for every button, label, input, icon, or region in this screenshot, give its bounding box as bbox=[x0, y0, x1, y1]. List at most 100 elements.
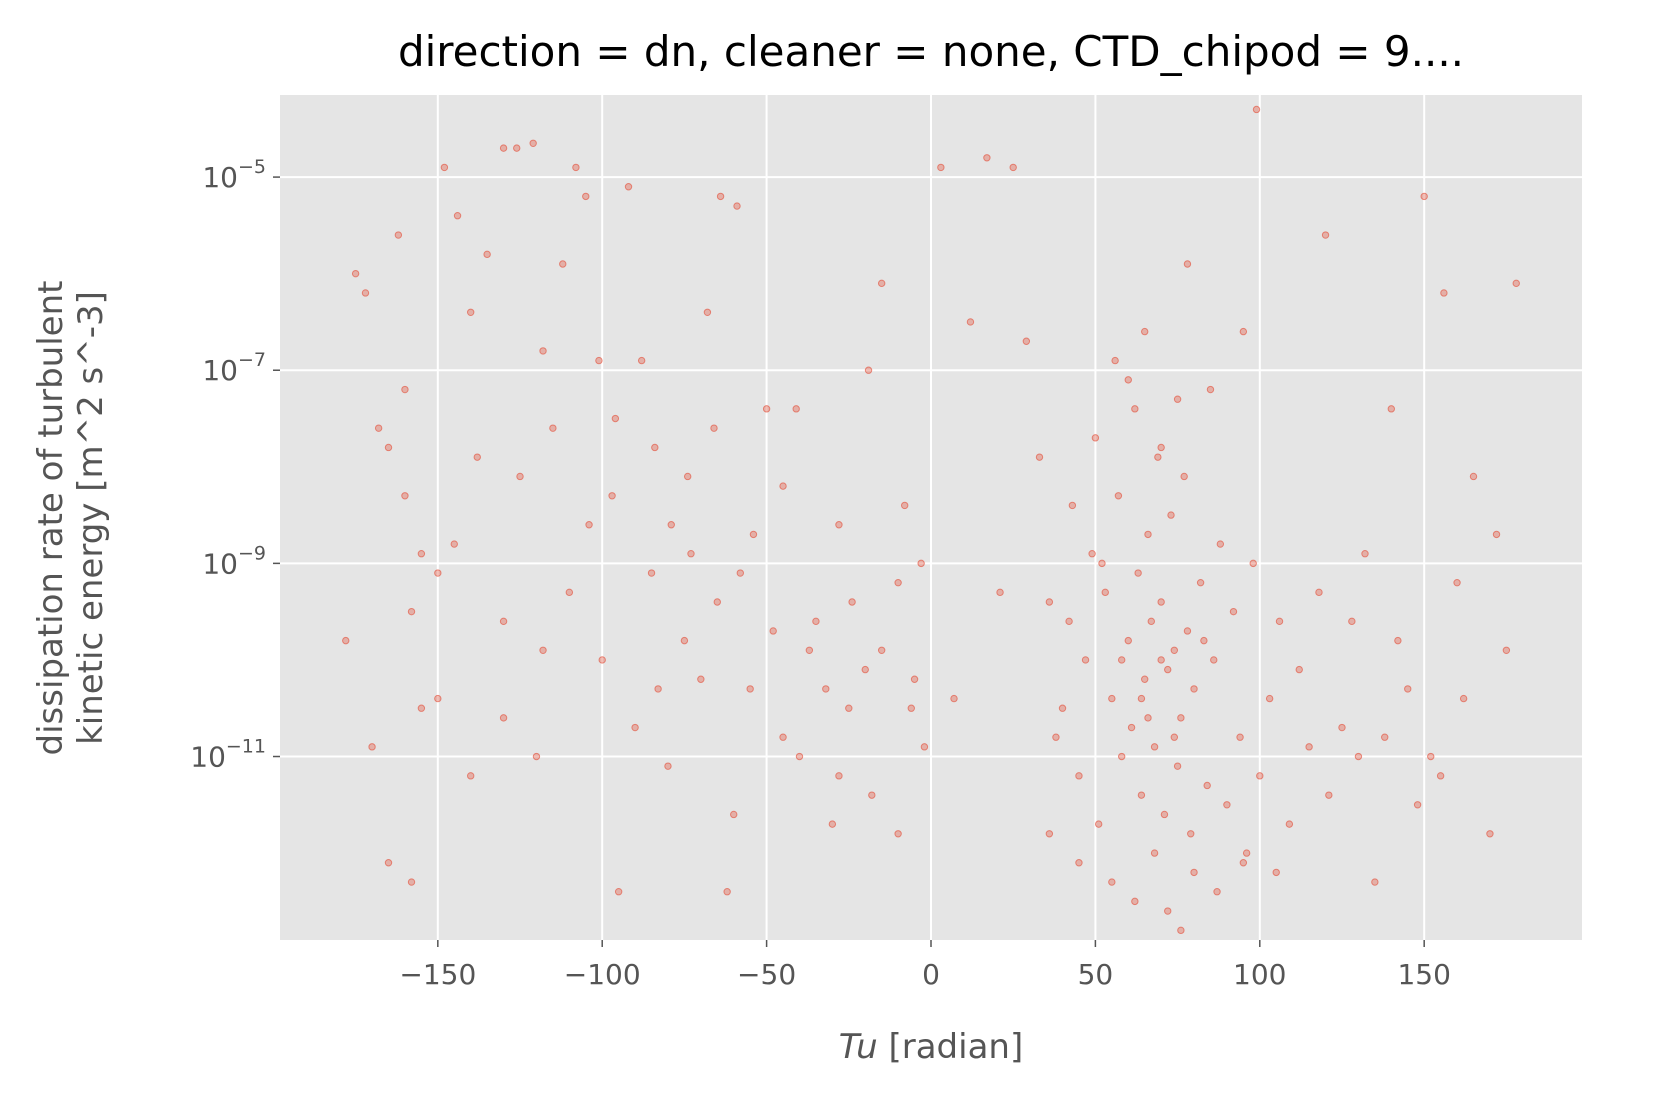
data-point-115 bbox=[1141, 675, 1149, 683]
data-point-97 bbox=[900, 501, 909, 510]
data-point-4 bbox=[394, 231, 403, 239]
data-point-152 bbox=[1124, 376, 1132, 384]
data-point-15 bbox=[529, 139, 537, 147]
y-tick-label-0: 10−5 bbox=[202, 156, 266, 194]
data-point-136 bbox=[1229, 607, 1238, 616]
data-point-59 bbox=[664, 762, 672, 770]
data-point-91 bbox=[654, 685, 662, 693]
data-point-32 bbox=[779, 482, 787, 490]
data-point-178 bbox=[1436, 772, 1445, 780]
data-point-17 bbox=[559, 260, 567, 268]
data-point-27 bbox=[703, 308, 712, 316]
data-point-130 bbox=[1190, 685, 1198, 693]
data-point-169 bbox=[1272, 868, 1280, 877]
data-point-185 bbox=[1459, 694, 1468, 703]
data-point-183 bbox=[1413, 801, 1422, 809]
data-point-118 bbox=[1150, 743, 1159, 751]
data-point-181 bbox=[1348, 617, 1356, 626]
data-point-2 bbox=[374, 424, 383, 432]
data-point-65 bbox=[894, 830, 902, 838]
data-point-100 bbox=[1058, 704, 1067, 712]
y-axis-label-line-2: kinetic energy [m^2 s^-3] bbox=[71, 291, 111, 745]
data-point-90 bbox=[585, 521, 593, 529]
y-tick-label-1: 10−7 bbox=[202, 349, 266, 387]
y-tick-label-3: 10−11 bbox=[190, 736, 266, 774]
data-point-163 bbox=[1150, 849, 1159, 857]
y-tick-exponent-1: −7 bbox=[238, 349, 266, 371]
y-axis-label: dissipation rate of turbulent kinetic en… bbox=[31, 281, 111, 756]
data-point-87 bbox=[417, 550, 426, 558]
x-axis-ticks: −150 −100 −50 0 50 100 150 bbox=[399, 940, 1451, 991]
data-point-95 bbox=[835, 772, 843, 780]
data-point-67 bbox=[342, 636, 350, 645]
data-point-0 bbox=[351, 269, 360, 278]
data-point-199 bbox=[1200, 636, 1208, 645]
data-point-3 bbox=[384, 443, 393, 452]
data-point-43 bbox=[937, 163, 945, 172]
data-point-84 bbox=[877, 646, 886, 654]
data-point-145 bbox=[1305, 743, 1313, 751]
data-point-151 bbox=[1111, 356, 1119, 365]
data-point-18 bbox=[572, 163, 580, 172]
data-point-139 bbox=[1249, 559, 1257, 568]
x-axis-label: Tu [radian] bbox=[839, 1027, 1023, 1067]
data-point-21 bbox=[611, 414, 620, 423]
data-point-161 bbox=[1108, 878, 1116, 886]
data-point-25 bbox=[667, 521, 675, 529]
data-point-128 bbox=[1183, 627, 1192, 635]
data-point-53 bbox=[466, 772, 475, 780]
data-point-195 bbox=[1137, 694, 1146, 703]
data-point-117 bbox=[1147, 617, 1155, 626]
data-point-188 bbox=[1361, 550, 1369, 558]
data-point-42 bbox=[920, 743, 929, 751]
data-point-78 bbox=[680, 636, 689, 645]
data-point-92 bbox=[687, 550, 695, 558]
data-point-62 bbox=[795, 752, 804, 761]
data-point-69 bbox=[407, 878, 416, 886]
data-point-133 bbox=[1210, 656, 1218, 664]
data-point-113 bbox=[1134, 569, 1142, 577]
y-tick-exponent-0: −5 bbox=[238, 156, 266, 178]
x-tick-label-5: 100 bbox=[1233, 958, 1286, 991]
data-point-149 bbox=[1354, 752, 1363, 761]
data-point-123 bbox=[1167, 511, 1175, 519]
data-point-162 bbox=[1131, 897, 1139, 906]
data-point-31 bbox=[762, 405, 771, 413]
data-point-126 bbox=[1177, 714, 1185, 722]
data-point-137 bbox=[1236, 733, 1244, 741]
chart-title: direction = dn, cleaner = none, CTD_chip… bbox=[398, 27, 1464, 76]
data-point-125 bbox=[1173, 762, 1182, 770]
data-point-104 bbox=[1088, 550, 1096, 558]
data-point-101 bbox=[1065, 617, 1073, 626]
data-point-146 bbox=[1315, 588, 1323, 597]
data-point-82 bbox=[812, 617, 820, 626]
data-point-119 bbox=[1154, 453, 1162, 461]
data-point-1 bbox=[361, 289, 370, 297]
data-point-174 bbox=[1469, 472, 1478, 481]
data-point-44 bbox=[950, 694, 958, 703]
data-point-88 bbox=[473, 453, 481, 461]
data-point-77 bbox=[647, 569, 656, 577]
data-point-35 bbox=[822, 685, 830, 693]
data-point-197 bbox=[1157, 656, 1165, 664]
y-tick-base-3: 10 bbox=[190, 741, 226, 774]
data-point-60 bbox=[697, 675, 705, 683]
data-point-30 bbox=[749, 530, 758, 539]
data-point-157 bbox=[1206, 385, 1215, 394]
data-point-105 bbox=[1094, 820, 1103, 828]
data-point-76 bbox=[608, 492, 616, 500]
data-point-141 bbox=[1265, 694, 1274, 703]
data-point-121 bbox=[1160, 810, 1169, 819]
data-point-109 bbox=[1117, 752, 1126, 761]
data-point-57 bbox=[598, 656, 606, 664]
data-point-68 bbox=[384, 859, 393, 867]
data-point-140 bbox=[1256, 772, 1264, 780]
data-point-33 bbox=[792, 405, 800, 413]
data-point-147 bbox=[1325, 791, 1333, 799]
data-point-93 bbox=[736, 569, 745, 577]
data-point-166 bbox=[1190, 868, 1198, 877]
data-point-189 bbox=[1394, 636, 1402, 645]
data-point-50 bbox=[1035, 453, 1044, 461]
data-point-37 bbox=[848, 598, 856, 606]
